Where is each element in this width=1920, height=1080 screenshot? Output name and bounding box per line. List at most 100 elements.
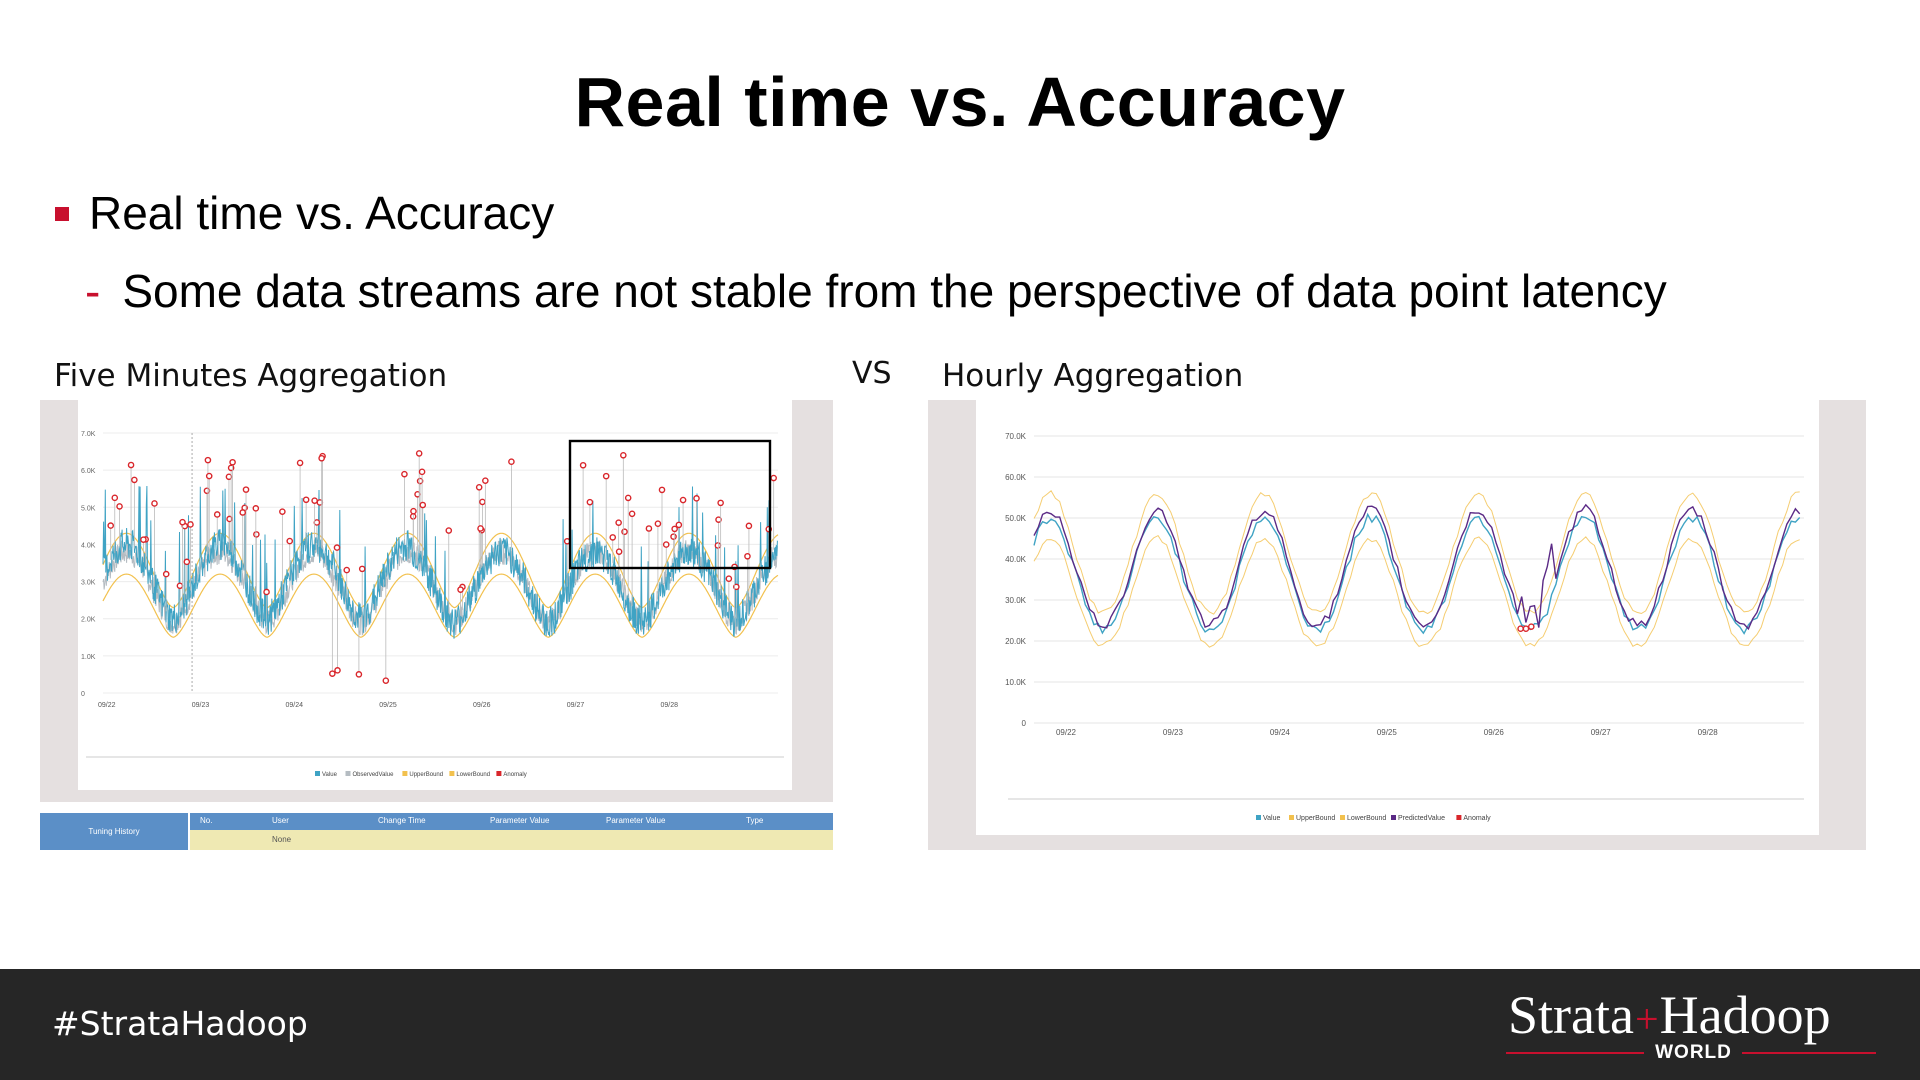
- sub-bullet-text: Some data streams are not stable from th…: [122, 265, 1667, 317]
- caption-five-minutes: Five Minutes Aggregation: [54, 358, 448, 394]
- anomaly-point: [675, 521, 683, 529]
- legend-swatch: [402, 771, 408, 776]
- legend-label: UpperBound: [1296, 815, 1335, 822]
- anomaly-point: [311, 497, 318, 504]
- anomaly-point: [586, 498, 594, 506]
- anomaly-point: [242, 486, 250, 493]
- legend-label: ObservedValue: [353, 772, 395, 778]
- x-tick-label: 09/25: [1377, 728, 1398, 737]
- anomaly-point: [176, 582, 184, 590]
- anomaly-point: [715, 516, 722, 523]
- x-tick-label: 09/23: [1163, 728, 1184, 737]
- anomaly-point: [477, 525, 484, 532]
- col-user: User: [272, 816, 289, 825]
- anomaly-point: [116, 503, 123, 510]
- anomaly-point: [151, 500, 158, 507]
- anomaly-point: [615, 519, 622, 526]
- anomaly-point: [714, 542, 722, 549]
- anomaly-point: [624, 494, 632, 502]
- legend-swatch: [1340, 815, 1345, 820]
- anomaly-point: [733, 583, 740, 591]
- anomaly-point: [213, 511, 221, 518]
- anomaly-point: [358, 565, 366, 573]
- x-tick-label: 09/22: [1056, 728, 1077, 737]
- caption-hourly: Hourly Aggregation: [942, 358, 1244, 394]
- anomaly-point: [162, 570, 170, 578]
- y-tick-label: 1.0K: [81, 654, 96, 661]
- tuning-history-label: Tuning History: [40, 813, 188, 850]
- logo-line-left: [1506, 1052, 1644, 1054]
- anomaly-point: [671, 525, 678, 533]
- anomaly-point: [658, 486, 666, 494]
- anomaly-point: [645, 525, 653, 532]
- anomaly-point: [131, 476, 138, 484]
- y-tick-label: 10.0K: [1005, 678, 1027, 687]
- logo-line-right: [1742, 1052, 1876, 1054]
- anomaly-point: [111, 494, 119, 502]
- anomaly-point: [445, 527, 453, 534]
- col-parameter-value: Parameter Value: [490, 816, 550, 825]
- strata-hadoop-logo: Strata+Hadoop WORLD: [1506, 984, 1876, 1064]
- anomaly-point: [770, 474, 777, 482]
- anomaly-point: [620, 451, 627, 459]
- anomaly-point: [693, 495, 700, 502]
- bullet-text: Real time vs. Accuracy: [89, 187, 555, 239]
- sub-bullet-item: - Some data streams are not stable from …: [85, 264, 1667, 318]
- anomaly-point: [239, 509, 247, 516]
- x-tick-label: 09/24: [286, 702, 304, 709]
- anomaly-point: [419, 501, 427, 509]
- anomaly-point: [253, 531, 260, 538]
- y-tick-label: 20.0K: [1005, 637, 1027, 646]
- upper-bound-line: [102, 532, 779, 609]
- predicted-value-line: [1033, 503, 1801, 631]
- col-parameter-value-2: Parameter Value: [606, 816, 666, 825]
- anomaly-point: [628, 510, 636, 518]
- y-tick-label: 5.0K: [81, 505, 96, 512]
- anomaly-point: [286, 537, 294, 545]
- legend-swatch: [449, 771, 455, 776]
- anomaly-point: [621, 528, 628, 536]
- anomaly-point: [457, 586, 464, 593]
- legend-swatch: [315, 771, 320, 776]
- anomaly-point: [205, 472, 213, 480]
- anomaly-point: [229, 458, 236, 466]
- legend-swatch: [1289, 815, 1294, 820]
- y-tick-label: 6.0K: [81, 468, 96, 475]
- x-tick-label: 09/26: [1484, 728, 1505, 737]
- y-tick-label: 2.0K: [81, 617, 96, 624]
- anomaly-point: [415, 450, 423, 457]
- col-no: No.: [200, 816, 213, 825]
- anomaly-point: [1522, 625, 1530, 632]
- anomaly-point: [302, 496, 310, 504]
- x-tick-label: 09/27: [567, 702, 585, 709]
- anomaly-point: [615, 548, 623, 555]
- anomaly-point: [479, 498, 486, 506]
- anomaly-point: [127, 461, 135, 469]
- anomaly-point: [482, 477, 489, 484]
- anomaly-point: [225, 473, 233, 481]
- logo-brand: Strata+Hadoop: [1508, 985, 1831, 1045]
- x-tick-label: 09/27: [1591, 728, 1612, 737]
- y-tick-label: 60.0K: [1005, 473, 1027, 482]
- anomaly-point: [1527, 623, 1535, 630]
- col-type: Type: [746, 816, 764, 825]
- legend-label: Value: [322, 772, 338, 778]
- anomaly-point: [179, 518, 186, 526]
- tuning-none: None: [272, 835, 292, 844]
- legend-swatch: [1456, 815, 1462, 820]
- anomaly-point: [140, 536, 147, 543]
- anomaly-point: [401, 470, 408, 478]
- anomaly-point: [475, 483, 483, 491]
- legend-swatch: [1256, 815, 1261, 820]
- legend-label: Anomaly: [503, 772, 526, 778]
- y-tick-label: 4.0K: [81, 542, 96, 549]
- x-tick-label: 09/23: [192, 702, 210, 709]
- logo-world-text: WORLD: [1655, 1042, 1732, 1063]
- anomaly-point: [318, 454, 325, 462]
- y-tick-label: 30.0K: [1005, 596, 1027, 605]
- footer-bar: [0, 969, 1920, 1080]
- legend-label: LowerBound: [1347, 815, 1386, 822]
- legend-label: UpperBound: [409, 772, 443, 778]
- tuning-history-table: Tuning History No. User Change Time Para…: [40, 813, 833, 850]
- anomaly-point: [333, 544, 341, 551]
